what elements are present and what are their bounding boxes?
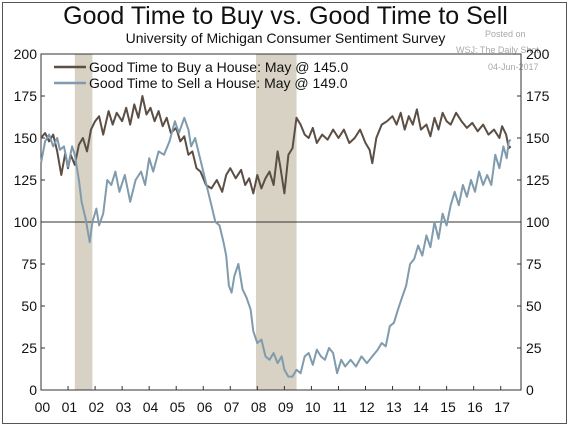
x-tick-label: 04: [143, 399, 159, 415]
x-tick-label: 09: [278, 399, 294, 415]
x-tick-label: 12: [359, 399, 375, 415]
chart-subtitle: University of Michigan Consumer Sentimen…: [125, 30, 446, 46]
y-tick-label-right: 50: [526, 298, 542, 314]
y-tick-label-left: 125: [14, 172, 38, 188]
x-tick-label: 17: [494, 399, 510, 415]
y-tick-label-left: 50: [21, 298, 37, 314]
y-tick-label-left: 75: [21, 256, 37, 272]
x-tick-label: 14: [413, 399, 429, 415]
watermark-source: WSJ: The Daily Shot: [456, 45, 539, 55]
y-tick-label-right: 100: [526, 214, 550, 230]
x-tick-label: 11: [333, 399, 348, 415]
series-line-buy: [40, 95, 512, 195]
y-tick-label-left: 175: [14, 88, 38, 104]
y-tick-label-left: 25: [21, 340, 37, 356]
x-tick-label: 07: [224, 399, 240, 415]
y-tick-label-right: 175: [526, 88, 550, 104]
y-tick-label-right: 125: [526, 172, 550, 188]
x-tick-label: 01: [62, 399, 78, 415]
legend-label-buy: Good Time to Buy a House: May @ 145.0: [89, 59, 349, 75]
x-tick-label: 08: [251, 399, 267, 415]
watermark-date: 04-Jun-2017: [488, 62, 539, 72]
x-tick-label: 03: [116, 399, 132, 415]
x-tick-label: 16: [467, 399, 483, 415]
y-tick-label-right: 0: [526, 382, 534, 398]
y-tick-label-left: 0: [29, 382, 37, 398]
y-tick-label-right: 25: [526, 340, 542, 356]
x-tick-label: 05: [170, 399, 186, 415]
y-tick-label-left: 100: [14, 214, 38, 230]
y-tick-label-left: 200: [14, 46, 38, 62]
x-tick-label: 10: [305, 399, 321, 415]
series-line-sell: [40, 116, 512, 378]
x-tick-label: 13: [386, 399, 402, 415]
legend-label-sell: Good Time to Sell a House: May @ 149.0: [89, 75, 348, 91]
y-tick-label-left: 150: [14, 130, 38, 146]
watermark-posted-on: Posted on: [485, 29, 526, 39]
y-tick-label-right: 150: [526, 130, 550, 146]
x-tick-label: 02: [89, 399, 105, 415]
y-tick-label-right: 75: [526, 256, 542, 272]
x-tick-label: 06: [197, 399, 213, 415]
x-tick-label: 00: [35, 399, 51, 415]
y-tick-label-right: 200: [526, 46, 550, 62]
chart-title: Good Time to Buy vs. Good Time to Sell: [63, 2, 508, 30]
x-tick-label: 15: [440, 399, 456, 415]
